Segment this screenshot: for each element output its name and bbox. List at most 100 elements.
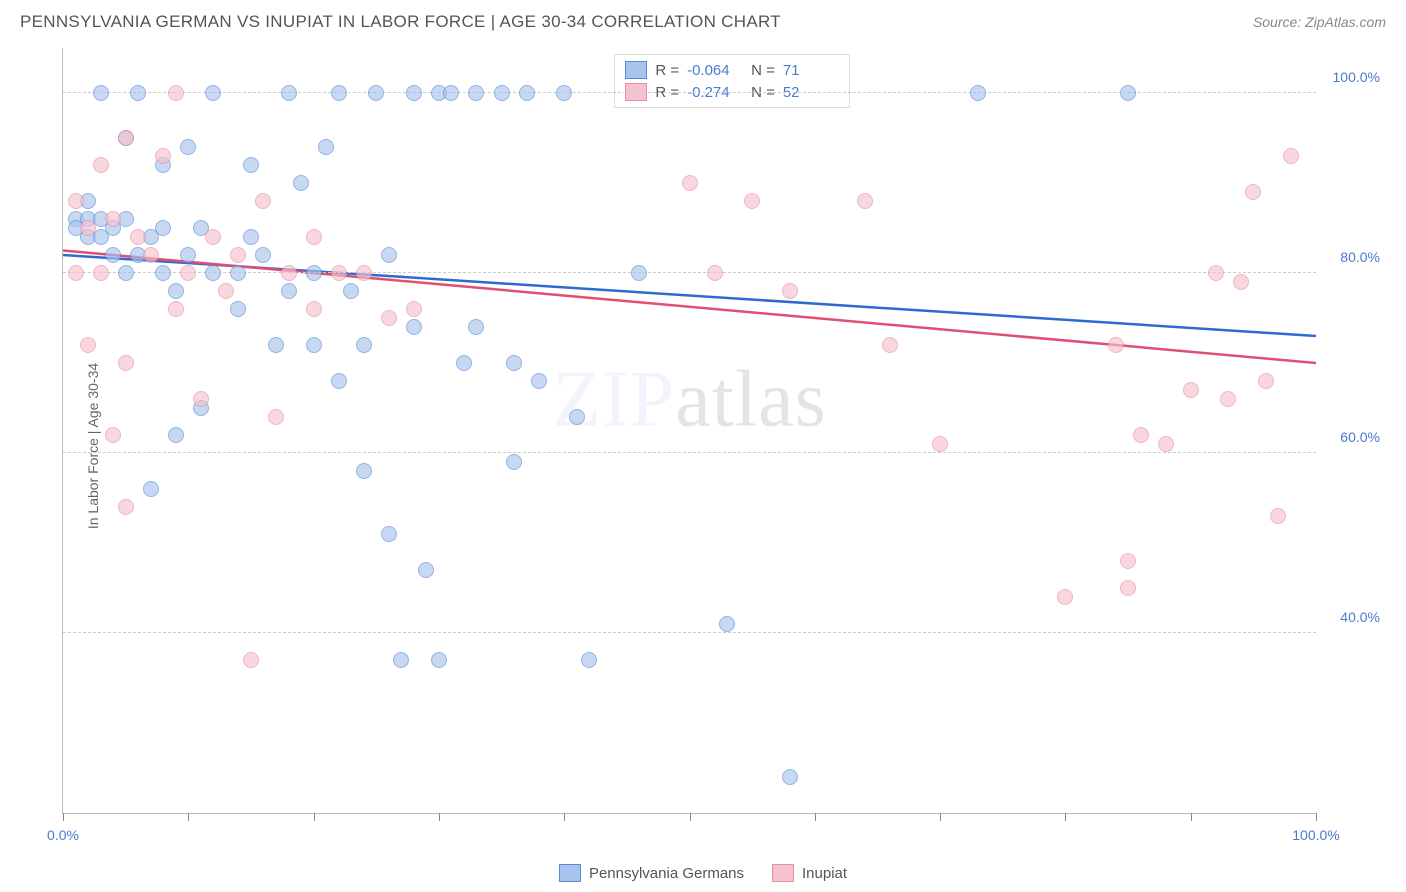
data-point [744, 193, 760, 209]
data-point [281, 283, 297, 299]
data-point [381, 526, 397, 542]
data-point [105, 247, 121, 263]
data-point [1108, 337, 1124, 353]
chart-title: PENNSYLVANIA GERMAN VS INUPIAT IN LABOR … [20, 12, 781, 32]
data-point [80, 220, 96, 236]
gridline [63, 452, 1316, 453]
n-label: N = [751, 62, 775, 79]
swatch-icon [625, 61, 647, 79]
x-tick-label: 0.0% [47, 827, 79, 843]
data-point [268, 409, 284, 425]
data-point [230, 247, 246, 263]
data-point [1120, 553, 1136, 569]
data-point [1158, 436, 1174, 452]
data-point [519, 85, 535, 101]
swatch-icon [559, 864, 581, 882]
data-point [356, 337, 372, 353]
data-point [1270, 508, 1286, 524]
x-tick [940, 813, 941, 821]
data-point [381, 247, 397, 263]
data-point [255, 193, 271, 209]
data-point [356, 463, 372, 479]
data-point [343, 283, 359, 299]
data-point [331, 85, 347, 101]
data-point [456, 355, 472, 371]
data-point [205, 229, 221, 245]
r-label: R = [655, 62, 679, 79]
data-point [306, 265, 322, 281]
data-point [205, 85, 221, 101]
correlation-legend: R = -0.064 N = 71 R = -0.274 N = 52 [614, 54, 850, 108]
y-tick-label: 100.0% [1333, 69, 1380, 85]
data-point [180, 139, 196, 155]
data-point [80, 337, 96, 353]
data-point [143, 247, 159, 263]
data-point [356, 265, 372, 281]
data-point [105, 211, 121, 227]
data-point [105, 427, 121, 443]
data-point [468, 319, 484, 335]
data-point [1208, 265, 1224, 281]
r-value: -0.064 [687, 62, 743, 79]
data-point [306, 301, 322, 317]
gridline [63, 272, 1316, 273]
data-point [581, 652, 597, 668]
watermark: ZIPatlas [552, 354, 827, 445]
trendline [63, 251, 1316, 364]
n-value: 71 [783, 62, 839, 79]
correlation-row: R = -0.064 N = 71 [625, 59, 839, 81]
data-point [443, 85, 459, 101]
trendline [63, 255, 1316, 336]
data-point [368, 85, 384, 101]
data-point [155, 220, 171, 236]
y-tick-label: 60.0% [1340, 429, 1380, 445]
data-point [531, 373, 547, 389]
data-point [68, 265, 84, 281]
data-point [431, 652, 447, 668]
data-point [381, 310, 397, 326]
data-point [631, 265, 647, 281]
data-point [168, 85, 184, 101]
source-attribution: Source: ZipAtlas.com [1253, 14, 1386, 30]
data-point [857, 193, 873, 209]
data-point [932, 436, 948, 452]
data-point [306, 337, 322, 353]
x-tick [188, 813, 189, 821]
legend-item: Pennsylvania Germans [559, 864, 744, 882]
data-point [155, 148, 171, 164]
data-point [93, 157, 109, 173]
data-point [168, 283, 184, 299]
data-point [168, 301, 184, 317]
legend-label: Inupiat [802, 865, 847, 882]
data-point [418, 562, 434, 578]
data-point [468, 85, 484, 101]
data-point [205, 265, 221, 281]
data-point [168, 427, 184, 443]
data-point [1183, 382, 1199, 398]
swatch-icon [772, 864, 794, 882]
bottom-legend: Pennsylvania Germans Inupiat [0, 864, 1406, 882]
data-point [970, 85, 986, 101]
data-point [406, 85, 422, 101]
data-point [118, 265, 134, 281]
data-point [243, 157, 259, 173]
data-point [1220, 391, 1236, 407]
data-point [230, 265, 246, 281]
data-point [281, 265, 297, 281]
data-point [331, 373, 347, 389]
data-point [782, 283, 798, 299]
x-tick [1191, 813, 1192, 821]
data-point [1057, 589, 1073, 605]
y-tick-label: 80.0% [1340, 249, 1380, 265]
data-point [1133, 427, 1149, 443]
data-point [506, 454, 522, 470]
data-point [268, 337, 284, 353]
data-point [118, 130, 134, 146]
data-point [218, 283, 234, 299]
x-tick [1316, 813, 1317, 821]
data-point [281, 85, 297, 101]
data-point [1245, 184, 1261, 200]
legend-label: Pennsylvania Germans [589, 865, 744, 882]
data-point [1120, 580, 1136, 596]
data-point [682, 175, 698, 191]
